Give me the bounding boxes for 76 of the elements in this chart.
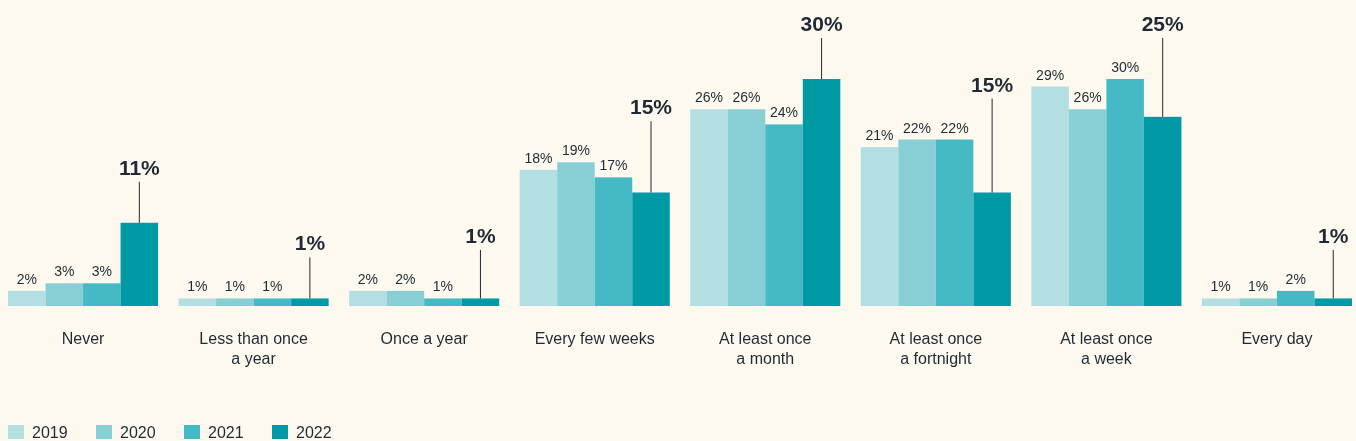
bar: [802, 79, 841, 306]
data-label: 24%: [770, 104, 799, 121]
data-label: 30%: [800, 12, 843, 35]
data-label: 30%: [1111, 59, 1140, 75]
bar: [519, 169, 558, 306]
bar: [1031, 86, 1069, 306]
bar: [216, 298, 254, 306]
bar: [1106, 79, 1144, 306]
x-tick-label: At least once a month: [719, 330, 812, 367]
data-label: 17%: [599, 157, 628, 174]
bar: [935, 139, 974, 306]
bar: [1239, 298, 1277, 306]
data-label: 3%: [91, 263, 112, 280]
bar: [1276, 290, 1315, 306]
data-label: 2%: [16, 270, 37, 287]
x-tick-label: Every few weeks: [534, 330, 655, 347]
bar: [8, 290, 46, 306]
data-label: 15%: [629, 95, 673, 119]
data-label: 22%: [940, 119, 969, 136]
data-label: 29%: [1036, 66, 1065, 83]
bar: [765, 124, 803, 306]
bar: [632, 192, 670, 306]
data-label: 26%: [694, 89, 724, 106]
bar: [386, 290, 425, 306]
data-label: 1%: [432, 278, 454, 295]
bar: [461, 298, 500, 306]
data-label: 19%: [561, 142, 590, 159]
x-tick-label: At least once a week: [1060, 330, 1153, 367]
x-tick-label: Every day: [1241, 330, 1313, 347]
data-label: 11%: [118, 155, 161, 179]
data-label: 1%: [294, 231, 326, 255]
bar: [1201, 298, 1240, 306]
data-label: 15%: [971, 72, 1014, 96]
data-label: 1%: [1210, 278, 1231, 295]
bar: [690, 109, 728, 306]
legend-label: 2020: [120, 424, 156, 441]
data-label: 1%: [1318, 223, 1349, 247]
data-label: 3%: [54, 263, 75, 280]
data-label: 26%: [1073, 89, 1102, 106]
legend-label: 2021: [208, 424, 244, 441]
data-label: 1%: [1248, 278, 1269, 295]
x-tick-label: Never: [61, 330, 106, 347]
data-label: 1%: [465, 223, 496, 247]
x-tick-label: Once a year: [380, 330, 469, 347]
data-label: 2%: [395, 270, 416, 287]
data-label: 25%: [1141, 12, 1185, 35]
bar: [253, 298, 292, 306]
bar: [557, 162, 595, 306]
bar: [83, 283, 121, 306]
bar: [45, 283, 84, 306]
data-label: 18%: [524, 149, 553, 166]
legend-label: 2022: [296, 424, 332, 441]
data-label: 26%: [732, 89, 761, 106]
data-label: 21%: [865, 127, 894, 144]
data-label: 1%: [262, 278, 283, 295]
bar: [860, 147, 899, 306]
data-label: 2%: [1285, 270, 1306, 287]
bar: [349, 290, 387, 306]
data-label: 1%: [187, 278, 208, 295]
bar: [1143, 116, 1182, 306]
bar: [594, 177, 633, 306]
bar: [424, 298, 462, 306]
data-label: 22%: [903, 119, 932, 136]
bar: [1314, 298, 1352, 306]
x-tick-label: Less than once a year: [199, 330, 308, 367]
bar: [291, 298, 329, 306]
data-label: 1%: [224, 278, 245, 295]
bar: [1068, 109, 1107, 306]
data-label: 2%: [357, 270, 378, 287]
bar: [120, 222, 159, 306]
x-tick-label: At least once a fortnight: [889, 330, 983, 367]
legend-label: 2019: [32, 424, 68, 441]
bar: [727, 109, 766, 306]
bar: [178, 298, 217, 306]
bar: [973, 192, 1011, 306]
bar: [898, 139, 936, 306]
